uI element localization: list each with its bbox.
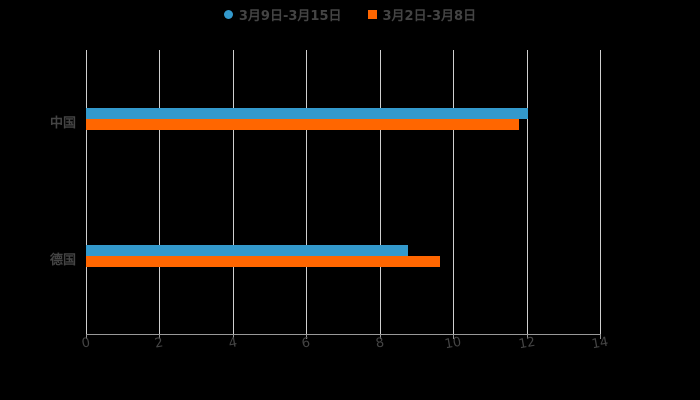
tick-mark — [453, 334, 455, 339]
tick-label: 2 — [154, 335, 165, 352]
gridline — [453, 50, 455, 334]
bar[interactable] — [86, 256, 440, 267]
bar[interactable] — [86, 108, 529, 119]
bar[interactable] — [86, 245, 408, 256]
plot-area — [86, 50, 601, 334]
tick-label: 12 — [517, 334, 537, 353]
tick-mark — [306, 334, 308, 339]
tick-mark — [379, 334, 381, 339]
legend-label: 3月9日-3月15日 — [238, 9, 342, 24]
tick-label: 14 — [590, 334, 610, 353]
tick-mark — [600, 334, 601, 339]
gridline — [379, 50, 381, 334]
x-axis-line — [86, 334, 600, 335]
square-marker-icon — [367, 10, 377, 19]
tick-label: 8 — [374, 335, 386, 352]
legend-label: 3月2日-3月8日 — [382, 9, 477, 24]
circle-marker-icon — [223, 10, 233, 19]
chart-legend: 3月9日-3月15日 3月2日-3月8日 — [0, 5, 700, 24]
legend-item-series-2[interactable]: 3月2日-3月8日 — [367, 5, 477, 24]
tick-mark — [159, 334, 161, 339]
tick-mark — [526, 334, 528, 339]
tick-mark — [232, 334, 234, 339]
category-label-germany: 德国 — [50, 253, 77, 268]
gridline — [232, 50, 234, 334]
tick-label: 10 — [443, 334, 463, 353]
gridline — [600, 50, 601, 334]
gridline — [526, 50, 528, 334]
tick-label: 4 — [227, 335, 239, 352]
gridline — [306, 50, 308, 334]
gridline — [86, 50, 87, 334]
legend-item-series-1[interactable]: 3月9日-3月15日 — [223, 5, 342, 24]
gridline — [159, 50, 161, 334]
tick-label: 6 — [300, 335, 312, 352]
tick-label: 0 — [80, 335, 92, 352]
category-label-china: 中国 — [50, 116, 77, 131]
tick-mark — [86, 334, 87, 339]
bar[interactable] — [86, 119, 520, 130]
